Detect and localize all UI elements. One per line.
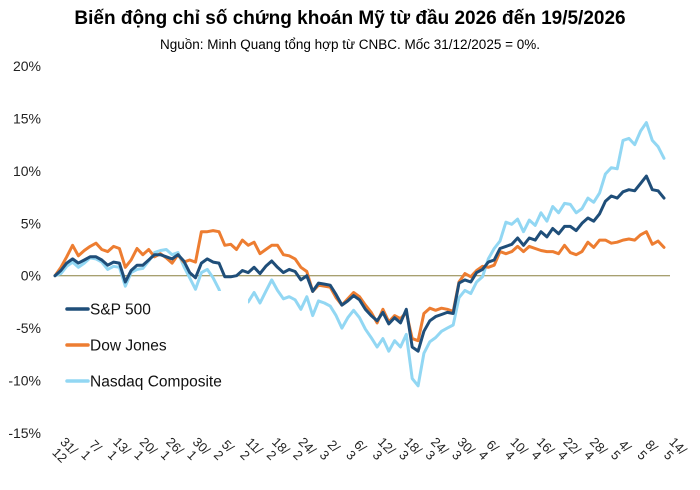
y-tick-label: 10% (13, 163, 41, 179)
x-axis: 31/12 7/1 13/1 20/1 26/1 30/15/2 11/2 18/2 24/22… (48, 434, 690, 467)
legend-label: S&P 500 (90, 302, 151, 319)
series-line-nasdaq-composite (53, 121, 666, 388)
x-tick-label: 31/12 (48, 434, 81, 467)
y-axis: -15% -10% -5% 0% 5% 10% 15% 20% (8, 58, 670, 441)
y-tick-label: 0% (21, 268, 41, 284)
x-tick-label: 24/2 (286, 434, 319, 467)
x-tick-label: 8/5 (633, 437, 661, 465)
x-tick-label: 6/4 (474, 437, 502, 465)
x-tick-label: 6/3 (342, 437, 370, 465)
x-tick-label: 20/1 (128, 434, 161, 467)
legend: S&P 500 Dow Jones Nasdaq Composite (58, 291, 248, 397)
x-tick-label: 18/3 (392, 434, 425, 467)
x-tick-label: 11/2 (234, 435, 266, 467)
x-tick-label: 7/1 (77, 437, 105, 465)
y-tick-label: -10% (8, 373, 41, 389)
x-tick-label: 2/3 (315, 437, 343, 465)
x-tick-label: 16/4 (525, 434, 558, 467)
chart-subtitle: Nguồn: Minh Quang tổng hợp từ CNBC. Mốc … (160, 37, 540, 52)
y-tick-label: 5% (21, 215, 41, 231)
y-tick-label: 15% (13, 110, 41, 126)
x-tick-label: 18/2 (260, 434, 293, 467)
x-tick-label: 30/3 (445, 434, 478, 467)
x-tick-label: 26/1 (154, 434, 187, 467)
x-tick-label: 14/5 (657, 434, 690, 467)
legend-label: Nasdaq Composite (90, 374, 222, 391)
y-tick-label: -15% (8, 425, 41, 441)
series-layer (53, 121, 666, 388)
x-tick-label: 24/3 (419, 434, 452, 467)
x-tick-label: 12/3 (366, 434, 399, 467)
x-tick-label: 22/4 (551, 434, 584, 467)
y-tick-label: -5% (16, 320, 41, 336)
x-tick-label: 13/1 (101, 434, 134, 467)
x-tick-label: 5/2 (210, 437, 238, 465)
y-tick-label: 20% (13, 58, 41, 74)
x-tick-label: 28/4 (578, 434, 611, 467)
chart-title: Biến động chỉ số chứng khoán Mỹ từ đầu 2… (74, 8, 626, 29)
x-tick-label: 4/5 (607, 437, 635, 465)
x-tick-label: 10/4 (498, 434, 531, 467)
legend-label: Dow Jones (90, 338, 167, 355)
x-tick-label: 30/1 (181, 434, 214, 467)
series-line-s-p-500 (53, 174, 666, 353)
